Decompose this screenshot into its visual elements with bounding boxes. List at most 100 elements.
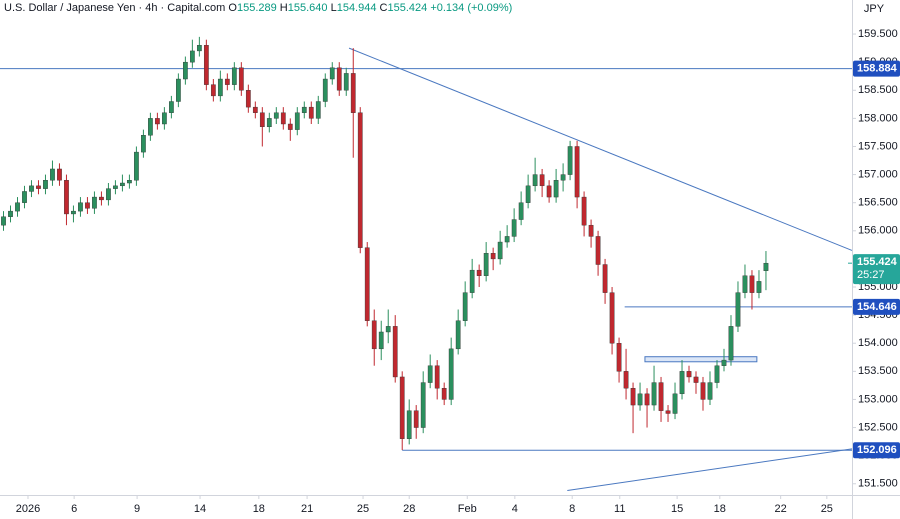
symbol: U.S. Dollar / Japanese Yen · 4h · Capita… [4, 2, 225, 14]
y-tick-label: 158.500 [858, 84, 898, 96]
candle-body [763, 262, 769, 271]
candle-body [455, 320, 461, 350]
candle-body [567, 146, 573, 175]
y-tick-label: 152.500 [858, 421, 898, 433]
candle-body [189, 50, 195, 63]
x-tick-label: 15 [671, 503, 683, 515]
y-tick-label: 159.500 [858, 28, 898, 40]
candle-body [252, 106, 258, 113]
candle-body [169, 101, 174, 113]
candle-body [371, 320, 377, 350]
candle-body [266, 118, 272, 128]
candle-body [106, 188, 111, 201]
x-tick-label: 8 [569, 503, 575, 515]
candle-body [665, 410, 671, 414]
candle-body [721, 359, 727, 366]
candle-body [735, 292, 741, 327]
candle-body [22, 191, 27, 203]
change: +0.134 (+0.09%) [430, 2, 512, 14]
x-tick-label: 4 [512, 503, 518, 515]
candle-body [658, 382, 664, 411]
candle-body [700, 382, 706, 400]
candle-body [238, 67, 244, 91]
candle-body [511, 219, 517, 237]
candle-body [148, 118, 153, 136]
candle-body [588, 224, 594, 237]
candle-body [462, 292, 468, 321]
candle-body [99, 196, 104, 201]
candle-body [43, 180, 48, 189]
candle-body [742, 275, 748, 293]
y-tick-label: 153.000 [858, 393, 898, 405]
candle-body [162, 112, 167, 125]
candle-body [203, 45, 209, 85]
x-tick-label: 22 [775, 503, 787, 515]
candle-body [413, 410, 419, 428]
candle-body [532, 174, 538, 187]
candle-body [679, 371, 685, 395]
candle-body [469, 269, 475, 293]
x-tick-label: 11 [614, 503, 625, 515]
trend-line [348, 47, 853, 251]
candle-body [406, 410, 412, 439]
candle-body [287, 123, 293, 130]
candle-body [616, 343, 622, 372]
candle-body [71, 210, 76, 215]
candle-body [574, 146, 580, 198]
candle-body [308, 106, 314, 119]
candle-body [602, 264, 608, 293]
candle-body [672, 393, 678, 414]
trend-line [567, 448, 853, 491]
candle-body [92, 196, 97, 209]
candle-body [322, 78, 328, 102]
candle-body [644, 393, 650, 406]
x-tick-label: 28 [403, 503, 415, 515]
ohlc-prefix: H [280, 2, 288, 14]
candle-body [497, 241, 503, 260]
candle-body [8, 210, 13, 217]
candle-body [630, 387, 636, 406]
y-tick-label: 154.000 [858, 337, 898, 349]
candle-body [120, 182, 125, 187]
level-badge [853, 60, 900, 77]
candle-body [364, 247, 370, 321]
level-badge-label: 158.884 [857, 63, 898, 75]
candle-body [518, 202, 524, 220]
candle-body [623, 371, 629, 389]
candle-body [196, 45, 202, 52]
x-tick-label: 2026 [16, 503, 40, 515]
candle-body [343, 73, 349, 91]
candle-body [280, 112, 286, 125]
candle-body [183, 61, 188, 80]
price-badge [853, 254, 900, 285]
candle-body [245, 90, 251, 108]
candle-body [50, 168, 55, 181]
candle-body [392, 326, 398, 378]
ohlc-prefix: L [331, 2, 337, 14]
candle-body [350, 73, 356, 113]
x-tick-label: 18 [714, 503, 726, 515]
x-tick-label: 25 [821, 503, 833, 515]
candle-body [15, 202, 20, 212]
ohlc-value: 154.944 [337, 2, 377, 14]
candle-body [85, 202, 90, 209]
candle-body [224, 78, 230, 85]
level-badge-label: 154.646 [857, 301, 897, 313]
header: U.S. Dollar / Japanese Yen · 4h · Capita… [4, 2, 512, 14]
candle-body [483, 253, 489, 276]
candle-body [637, 393, 643, 406]
candle-body [113, 185, 118, 189]
candle-body [560, 174, 566, 181]
x-tick-label: 9 [134, 503, 140, 515]
candle-body [427, 365, 433, 383]
candle-body [1, 216, 6, 226]
x-tick-label: 6 [71, 503, 77, 515]
x-tick-label: 21 [301, 503, 313, 515]
candle-body [259, 112, 265, 128]
candle-body [686, 371, 692, 378]
candle-body [231, 67, 237, 85]
candle-body [29, 185, 34, 192]
y-tick-label: 151.500 [858, 478, 898, 490]
level-badge [853, 298, 900, 315]
